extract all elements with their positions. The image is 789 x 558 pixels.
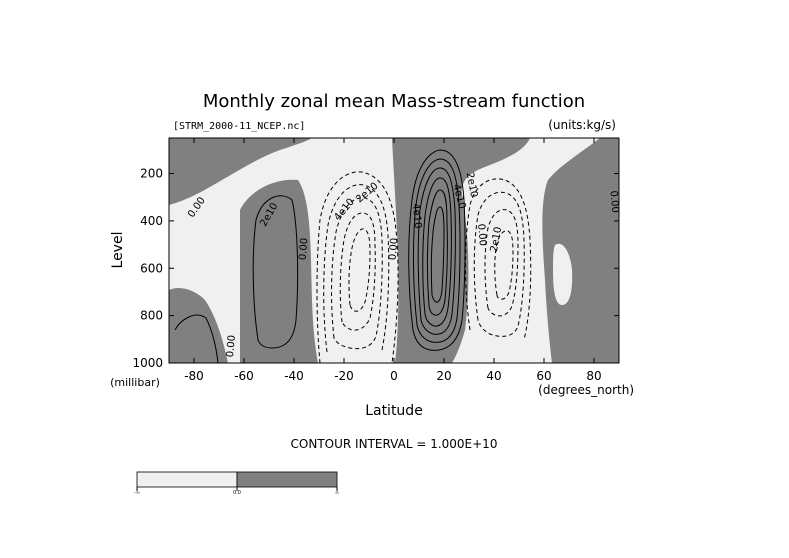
y-tick-label: 1000	[132, 356, 163, 370]
contour-label: 4e10	[410, 203, 423, 229]
units-label: (units:kg/s)	[548, 118, 616, 132]
positive-region-hadley-cell	[392, 138, 530, 363]
contour-label: 0.00	[388, 238, 401, 261]
x-tick-label: 0	[390, 369, 398, 383]
y-tick-label: 800	[140, 309, 163, 323]
x-axis-label: Latitude	[365, 403, 423, 419]
x-tick-label: -40	[284, 369, 304, 383]
contour-label: 0.00	[475, 223, 488, 246]
x-tick-label: -20	[334, 369, 354, 383]
x-axis-ticks: -80 -60 -40 -20 0 20 40 60 80	[184, 138, 602, 383]
positive-region-northern-polar	[542, 138, 619, 363]
contour-label: 2e10	[464, 172, 479, 199]
y-axis-label: Level	[110, 232, 126, 269]
colorbar: -∞ 0.0 ∞	[134, 471, 339, 496]
contour-label: 0.00	[225, 335, 238, 358]
chart-title: Monthly zonal mean Mass-stream function	[203, 91, 585, 112]
file-label: [STRM_2000-11_NCEP.nc]	[173, 121, 305, 132]
dashed-contours	[316, 171, 532, 363]
positive-region-north-polar-top	[169, 138, 312, 205]
colorbar-label-min: -∞	[134, 490, 140, 496]
contour-label: 2e10	[489, 226, 504, 253]
y-tick-label: 400	[140, 214, 163, 228]
plot-area	[169, 138, 619, 363]
x-tick-label: -60	[234, 369, 254, 383]
negative-region-northern-polar-inner	[553, 243, 573, 305]
positive-region-southern-polar-bottom	[169, 288, 228, 363]
x-tick-label: 20	[436, 369, 451, 383]
colorbar-negative-swatch	[136, 471, 238, 488]
solid-contours	[174, 149, 466, 363]
x-tick-label: 60	[536, 369, 551, 383]
colorbar-positive-swatch	[236, 471, 338, 488]
x-unit-label: (degrees_north)	[538, 383, 634, 397]
contour-label: 0.00	[298, 238, 311, 261]
y-tick-label: 600	[140, 261, 163, 275]
y-unit-label: (millibar)	[110, 376, 160, 389]
x-tick-label: 80	[586, 369, 601, 383]
contour-label: 0.00	[608, 190, 621, 213]
colorbar-label-max: ∞	[335, 490, 339, 496]
x-tick-label: -80	[184, 369, 204, 383]
y-tick-label: 200	[140, 167, 163, 181]
contour-interval-label: CONTOUR INTERVAL = 1.000E+10	[291, 437, 498, 451]
contour-labels: 0.00 2e100.004e102e100.004e104e102e100.00…	[186, 172, 620, 358]
positive-region-southern-ferrel-cell	[240, 179, 318, 363]
y-axis-ticks: 200 400 600 800 1000	[132, 167, 619, 370]
colorbar-label-zero: 0.0	[233, 490, 241, 496]
x-tick-label: 40	[486, 369, 501, 383]
